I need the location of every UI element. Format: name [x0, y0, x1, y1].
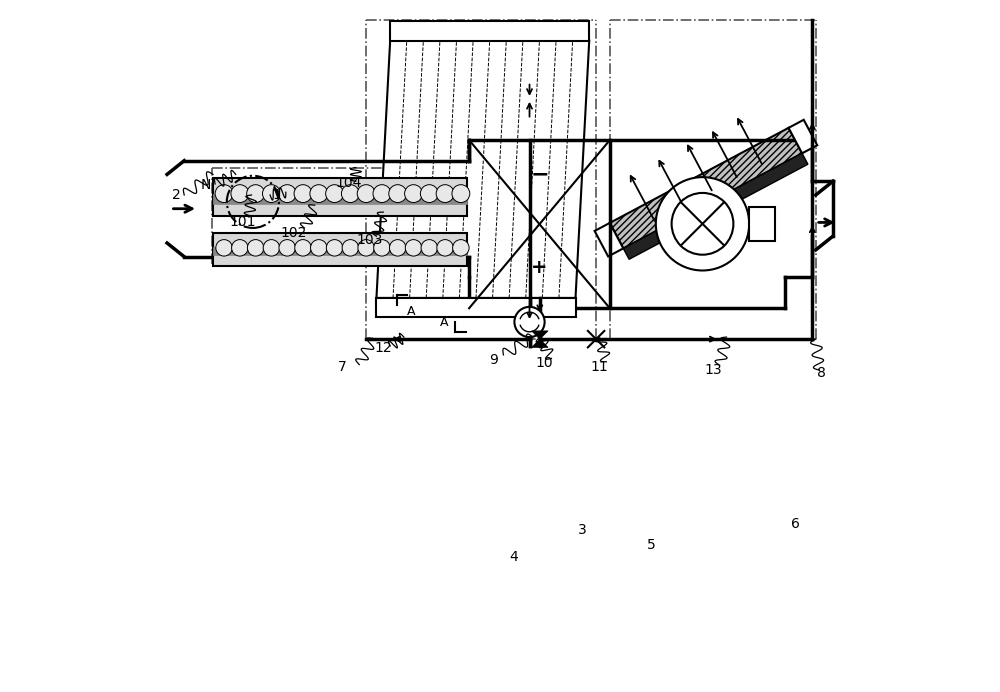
Circle shape — [216, 239, 232, 256]
Circle shape — [436, 185, 454, 203]
Circle shape — [263, 239, 280, 256]
Circle shape — [357, 185, 375, 203]
Bar — [213, 247, 467, 255]
Polygon shape — [789, 120, 817, 154]
Circle shape — [326, 185, 343, 203]
Circle shape — [262, 185, 280, 203]
Polygon shape — [390, 21, 589, 41]
Text: 13: 13 — [704, 363, 722, 377]
Circle shape — [405, 185, 422, 203]
Text: 102: 102 — [281, 226, 307, 239]
Text: 1: 1 — [272, 188, 281, 202]
Bar — [213, 233, 467, 266]
Text: −: − — [530, 165, 549, 184]
Text: 5: 5 — [647, 538, 655, 552]
Circle shape — [453, 239, 469, 256]
Bar — [213, 178, 467, 217]
Text: 9: 9 — [489, 353, 498, 367]
Text: A: A — [440, 316, 449, 329]
Text: +: + — [531, 257, 548, 277]
Circle shape — [279, 239, 295, 256]
Circle shape — [342, 239, 359, 256]
Text: 6: 6 — [791, 518, 800, 531]
Polygon shape — [376, 298, 576, 317]
Circle shape — [358, 239, 374, 256]
Circle shape — [672, 193, 733, 255]
Polygon shape — [610, 128, 802, 248]
Polygon shape — [376, 41, 589, 298]
Polygon shape — [595, 223, 623, 257]
Bar — [213, 194, 467, 204]
Text: 101: 101 — [229, 215, 256, 230]
Text: 4: 4 — [509, 550, 518, 565]
Text: 7: 7 — [338, 360, 346, 374]
Circle shape — [294, 185, 312, 203]
Circle shape — [295, 239, 311, 256]
Text: 2: 2 — [172, 188, 180, 202]
Text: A: A — [407, 304, 416, 318]
Circle shape — [373, 185, 391, 203]
Polygon shape — [623, 154, 808, 260]
Circle shape — [215, 185, 233, 203]
Text: 11: 11 — [591, 360, 608, 374]
Circle shape — [278, 185, 296, 203]
Circle shape — [231, 185, 249, 203]
Text: 8: 8 — [817, 367, 826, 381]
Text: 103: 103 — [356, 233, 383, 246]
Circle shape — [452, 185, 470, 203]
Text: 12: 12 — [374, 341, 392, 355]
Circle shape — [310, 185, 328, 203]
Circle shape — [656, 177, 749, 271]
Circle shape — [405, 239, 422, 256]
Circle shape — [232, 239, 248, 256]
Circle shape — [389, 239, 406, 256]
Text: 10: 10 — [536, 356, 553, 370]
Circle shape — [374, 239, 390, 256]
Text: N: N — [201, 178, 211, 192]
Polygon shape — [532, 331, 548, 339]
Circle shape — [437, 239, 453, 256]
Polygon shape — [532, 339, 548, 347]
Circle shape — [421, 239, 438, 256]
Circle shape — [514, 307, 545, 337]
Text: 3: 3 — [578, 523, 587, 537]
Bar — [749, 207, 775, 241]
Circle shape — [247, 239, 264, 256]
Text: 104: 104 — [336, 176, 362, 190]
Circle shape — [341, 185, 359, 203]
Circle shape — [311, 239, 327, 256]
Circle shape — [389, 185, 407, 203]
Circle shape — [420, 185, 438, 203]
Circle shape — [247, 185, 265, 203]
Circle shape — [326, 239, 343, 256]
